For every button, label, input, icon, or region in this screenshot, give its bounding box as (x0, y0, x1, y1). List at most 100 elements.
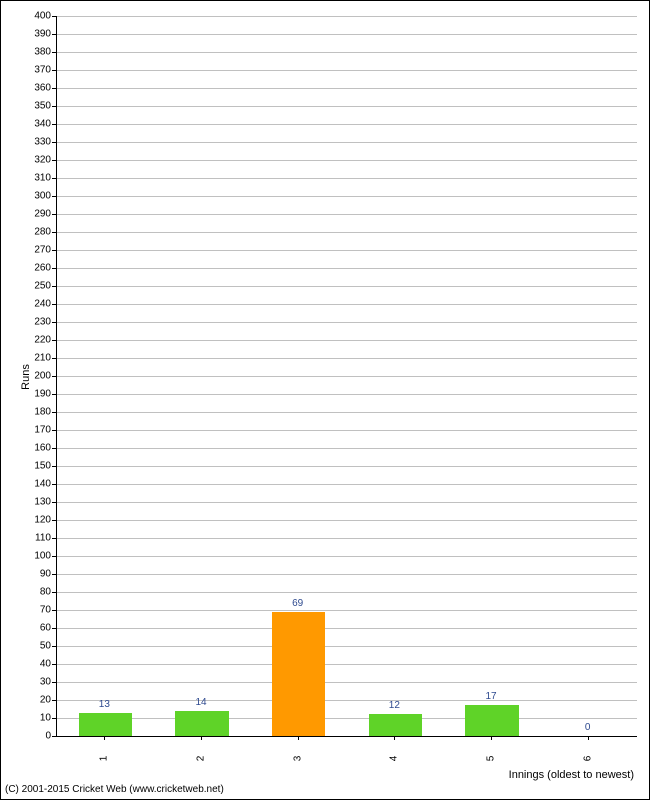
gridline (57, 268, 637, 269)
gridline (57, 682, 637, 683)
y-tick-label: 70 (21, 605, 51, 616)
y-tick-label: 360 (21, 83, 51, 94)
y-tick-mark (52, 538, 56, 539)
gridline (57, 70, 637, 71)
y-tick-label: 130 (21, 497, 51, 508)
y-tick-mark (52, 700, 56, 701)
gridline (57, 322, 637, 323)
y-tick-label: 210 (21, 353, 51, 364)
y-tick-mark (52, 34, 56, 35)
gridline (57, 16, 637, 17)
y-tick-mark (52, 466, 56, 467)
y-tick-mark (52, 718, 56, 719)
y-tick-mark (52, 610, 56, 611)
y-tick-mark (52, 394, 56, 395)
y-tick-mark (52, 322, 56, 323)
y-tick-label: 120 (21, 515, 51, 526)
y-tick-mark (52, 340, 56, 341)
copyright-text: (C) 2001-2015 Cricket Web (www.cricketwe… (5, 784, 224, 795)
y-tick-mark (52, 232, 56, 233)
gridline (57, 466, 637, 467)
gridline (57, 394, 637, 395)
y-tick-mark (52, 286, 56, 287)
gridline (57, 574, 637, 575)
y-tick-mark (52, 358, 56, 359)
y-tick-label: 250 (21, 281, 51, 292)
y-tick-mark (52, 430, 56, 431)
gridline (57, 412, 637, 413)
y-tick-mark (52, 520, 56, 521)
plot-area (56, 16, 637, 737)
gridline (57, 340, 637, 341)
gridline (57, 430, 637, 431)
x-tick-mark (491, 736, 492, 740)
y-tick-label: 0 (21, 731, 51, 742)
gridline (57, 538, 637, 539)
y-tick-label: 340 (21, 119, 51, 130)
gridline (57, 520, 637, 521)
gridline (57, 358, 637, 359)
gridline (57, 484, 637, 485)
y-tick-label: 280 (21, 227, 51, 238)
gridline (57, 664, 637, 665)
y-tick-label: 20 (21, 695, 51, 706)
bar (465, 705, 518, 736)
x-tick-mark (298, 736, 299, 740)
y-tick-label: 370 (21, 65, 51, 76)
x-tick-mark (104, 736, 105, 740)
gridline (57, 700, 637, 701)
gridline (57, 304, 637, 305)
y-tick-label: 40 (21, 659, 51, 670)
y-tick-mark (52, 16, 56, 17)
gridline (57, 52, 637, 53)
y-tick-label: 310 (21, 173, 51, 184)
y-tick-label: 30 (21, 677, 51, 688)
y-tick-mark (52, 592, 56, 593)
y-tick-mark (52, 484, 56, 485)
gridline (57, 124, 637, 125)
y-tick-label: 140 (21, 479, 51, 490)
y-tick-label: 200 (21, 371, 51, 382)
y-tick-mark (52, 178, 56, 179)
y-tick-label: 50 (21, 641, 51, 652)
y-tick-label: 190 (21, 389, 51, 400)
y-tick-mark (52, 142, 56, 143)
y-tick-label: 230 (21, 317, 51, 328)
gridline (57, 88, 637, 89)
y-tick-mark (52, 196, 56, 197)
x-tick-mark (201, 736, 202, 740)
y-tick-label: 170 (21, 425, 51, 436)
y-tick-label: 320 (21, 155, 51, 166)
y-tick-mark (52, 304, 56, 305)
y-tick-mark (52, 52, 56, 53)
y-tick-mark (52, 376, 56, 377)
y-tick-label: 290 (21, 209, 51, 220)
y-tick-mark (52, 556, 56, 557)
y-tick-label: 90 (21, 569, 51, 580)
gridline (57, 196, 637, 197)
gridline (57, 142, 637, 143)
gridline (57, 376, 637, 377)
bar-value-label: 14 (195, 697, 206, 708)
y-tick-mark (52, 124, 56, 125)
gridline (57, 592, 637, 593)
chart-container: Runs Innings (oldest to newest) (C) 2001… (0, 0, 650, 800)
y-tick-label: 60 (21, 623, 51, 634)
y-tick-mark (52, 502, 56, 503)
y-tick-label: 150 (21, 461, 51, 472)
gridline (57, 250, 637, 251)
gridline (57, 628, 637, 629)
bar-value-label: 69 (292, 598, 303, 609)
y-tick-mark (52, 88, 56, 89)
bar-value-label: 0 (585, 722, 591, 733)
y-tick-mark (52, 268, 56, 269)
gridline (57, 178, 637, 179)
x-axis-label: Innings (oldest to newest) (509, 769, 634, 781)
y-tick-label: 100 (21, 551, 51, 562)
bar (272, 612, 325, 736)
y-tick-label: 10 (21, 713, 51, 724)
x-tick-label: 6 (582, 749, 593, 769)
y-tick-mark (52, 574, 56, 575)
y-tick-label: 260 (21, 263, 51, 274)
bar-value-label: 12 (389, 700, 400, 711)
